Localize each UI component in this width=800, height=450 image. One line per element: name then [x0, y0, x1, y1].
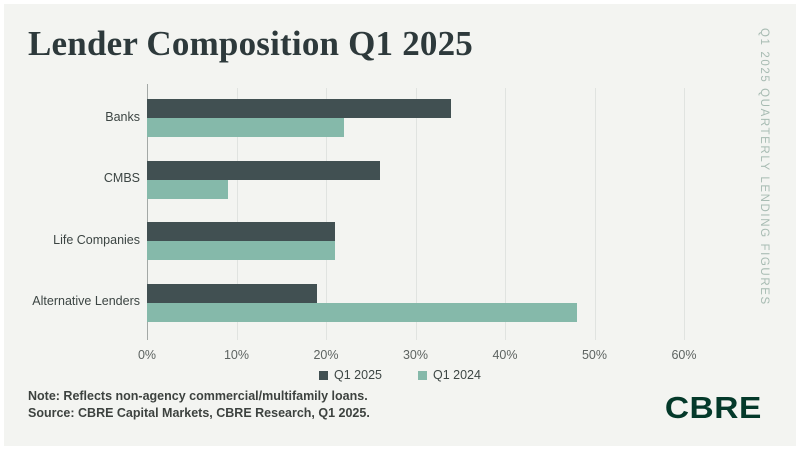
source-line: Source: CBRE Capital Markets, CBRE Resea… — [28, 406, 370, 420]
page-title: Lender Composition Q1 2025 — [28, 24, 474, 63]
gridline — [684, 88, 685, 340]
y-axis-line — [147, 84, 148, 340]
bar-q1-2025 — [147, 222, 335, 241]
note-line: Note: Reflects non-agency commercial/mul… — [28, 389, 368, 403]
bar-chart: Banks CMBS Life Companies Alternative Lende… — [0, 84, 800, 378]
x-tick-label: 60% — [671, 348, 697, 362]
bar-q1-2024 — [147, 302, 577, 322]
x-tick-label: 20% — [313, 348, 339, 362]
x-tick-label: 30% — [402, 348, 429, 362]
legend-item: Q1 2025 — [319, 368, 382, 382]
category-label: Life Companies — [53, 232, 140, 247]
x-tick-label: 40% — [492, 348, 518, 362]
category-label: CMBS — [103, 171, 140, 185]
bar-q1-2024 — [147, 241, 335, 260]
bar-q1-2024 — [147, 179, 228, 199]
x-tick-label: 50% — [581, 348, 608, 362]
gridline — [236, 88, 238, 340]
category-label: Banks — [105, 109, 140, 124]
x-tick-label: 10% — [223, 348, 250, 362]
footnotes: Note: Reflects non-agency commercial/mul… — [28, 388, 370, 422]
bar-q1-2025 — [147, 99, 452, 118]
plot-area: 0% 10% 20% 30% 40% 50% 60% — [138, 84, 697, 362]
vertical-side-label: Q1 2025 QUARTERLY LENDING FIGURES — [758, 28, 770, 306]
gridline — [326, 88, 327, 340]
legend-swatch-icon — [319, 370, 329, 380]
legend-swatch-icon — [418, 370, 427, 380]
bar-q1-2024 — [147, 118, 344, 137]
gridline — [594, 88, 596, 340]
gridline — [415, 88, 417, 340]
legend-label: Q1 2025 — [334, 368, 382, 382]
cbre-logo: CBRE — [664, 390, 762, 425]
legend-item: Q1 2024 — [418, 368, 481, 382]
bar-q1-2025 — [147, 283, 318, 303]
category-label: Alternative Lenders — [32, 294, 140, 308]
bar-q1-2025 — [147, 160, 380, 180]
gridline — [505, 88, 506, 340]
x-tick-label: 0% — [137, 348, 157, 362]
chart-legend: Q1 2025 Q1 2024 — [0, 368, 800, 382]
legend-label: Q1 2024 — [433, 368, 481, 382]
